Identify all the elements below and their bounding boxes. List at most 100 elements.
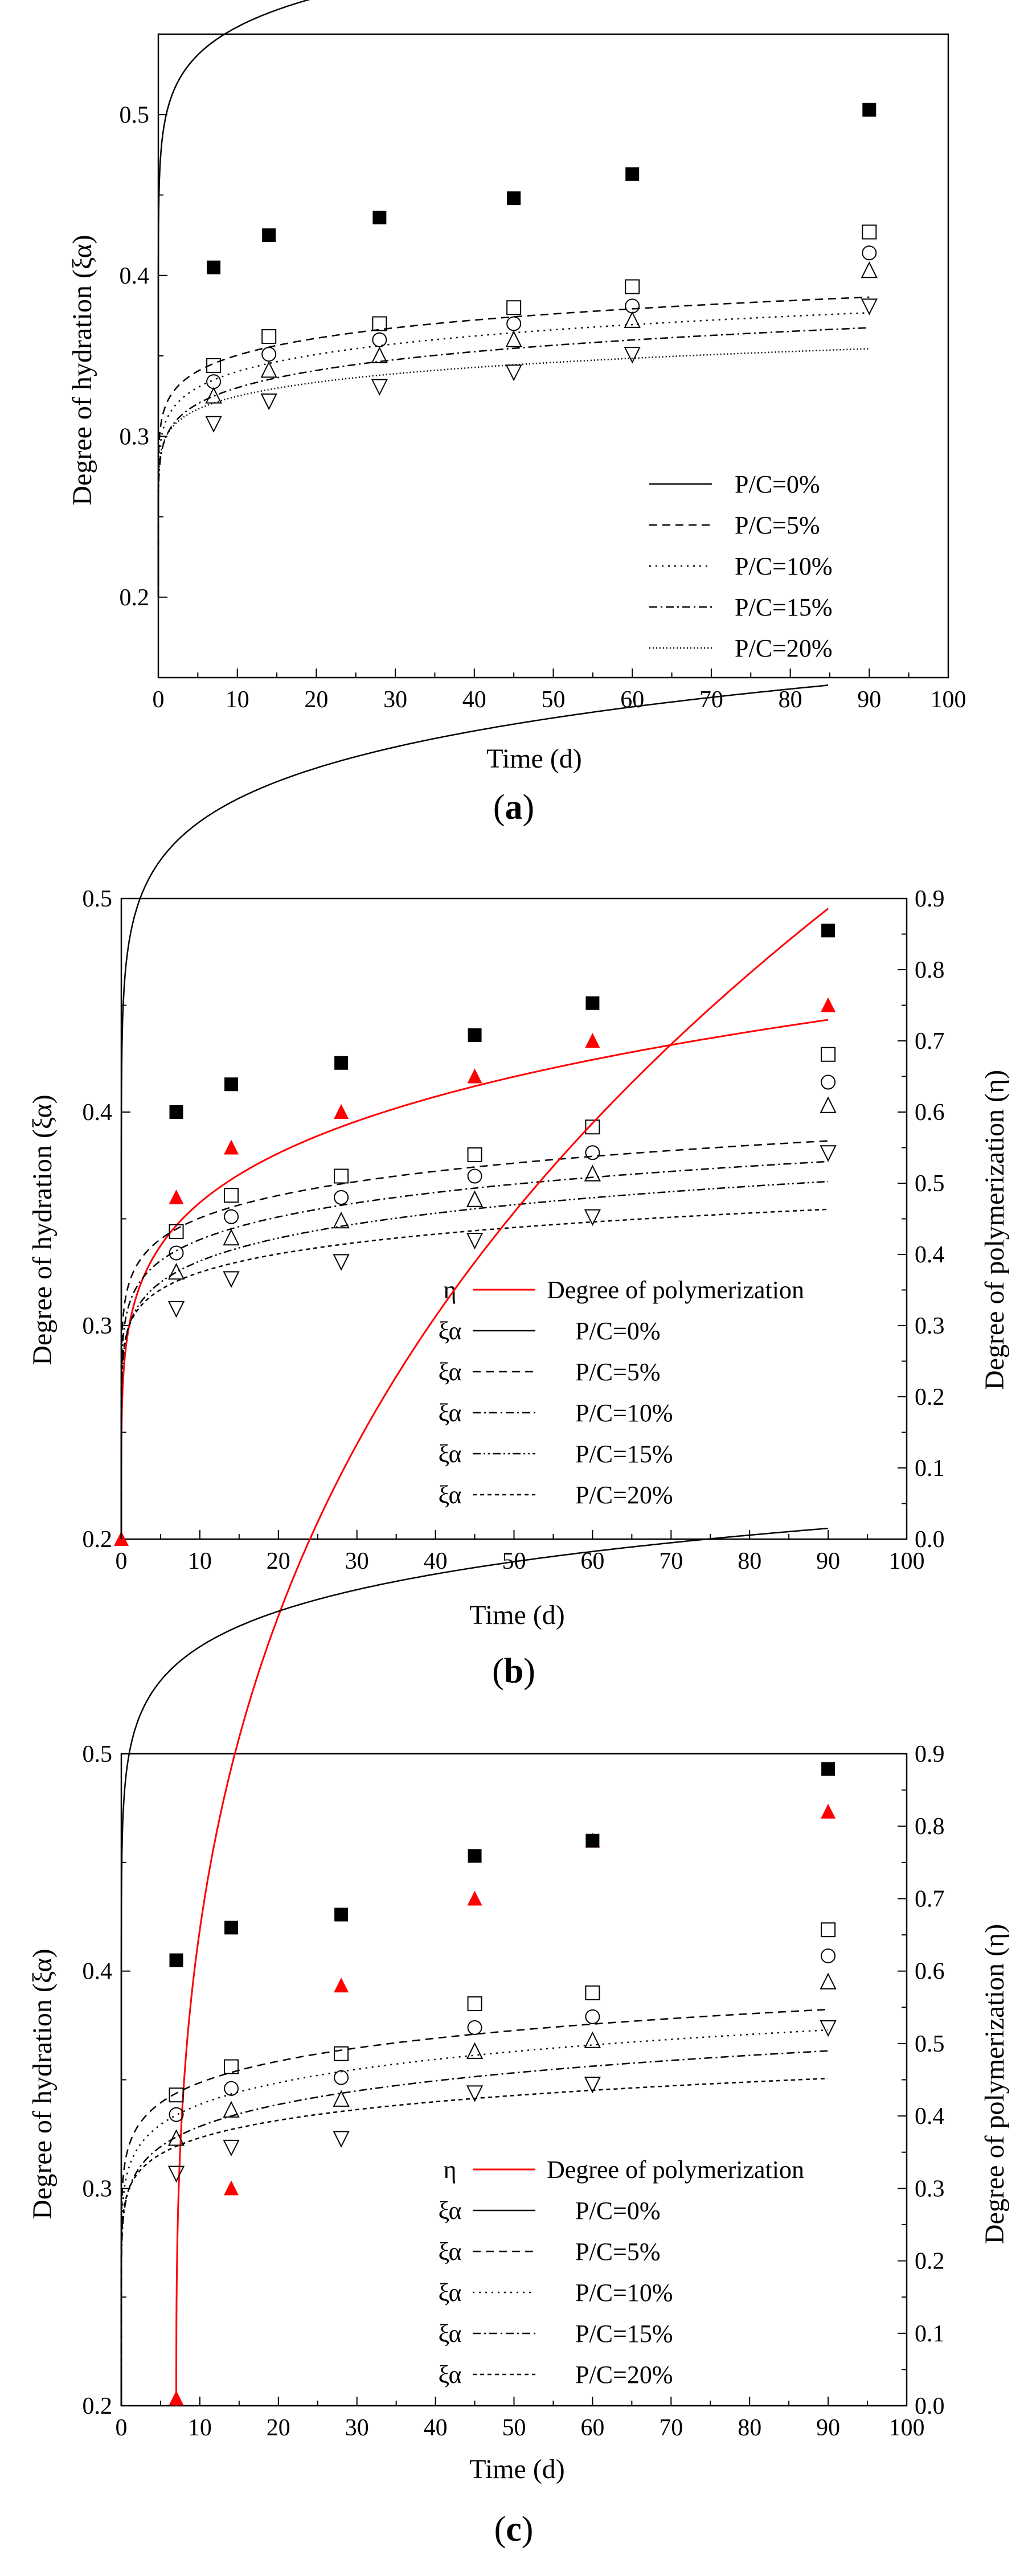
chart-b-legend-symbol-0: η (443, 1276, 456, 1304)
chart-a-xtick-label: 80 (779, 687, 802, 713)
chart-b-legend-label-3: P/C=10% (575, 1399, 673, 1427)
chart-a-ylabel: Degree of hydration (ξα) (67, 235, 97, 505)
chart-a-point-3 (624, 311, 641, 328)
chart-b-point-0 (467, 1068, 482, 1084)
chart-b-legend-label-2: P/C=5% (575, 1358, 661, 1386)
chart-b-legend-symbol-2: ξα (438, 1358, 461, 1386)
chart-a-caption: (a) (493, 788, 534, 827)
chart-a-xtick-label: 40 (462, 687, 486, 713)
chart-panel-c: Degree of hydration (ξα) Degree of polym… (27, 908, 1010, 2549)
chart-c-point-4 (223, 2101, 240, 2118)
chart-a-point-4 (505, 364, 522, 382)
chart-c-point-5 (584, 2077, 601, 2094)
chart-a-ytick-label: 0.4 (120, 263, 150, 289)
chart-c-point-4 (167, 2129, 185, 2146)
chart-b-point-4 (466, 1190, 484, 1207)
chart-c-point-1 (334, 1908, 349, 1922)
chart-a-xtick-label: 0 (153, 687, 165, 713)
chart-c-point-0 (821, 1803, 836, 1819)
chart-a-point-1 (862, 224, 877, 240)
chart-b-legend-label-0: Degree of polymerization (547, 1276, 804, 1304)
chart-b-point-2 (169, 1224, 184, 1239)
chart-a-point-0 (862, 102, 877, 117)
chart-c-xtick-label: 0 (116, 2415, 128, 2441)
chart-b-fit-line-2 (120, 1140, 829, 1539)
chart-b-point-2 (821, 1047, 836, 1062)
chart-c-point-2 (224, 2059, 239, 2074)
chart-b-xtick-label: 70 (659, 1548, 683, 1574)
chart-a-fit-line-0 (157, 0, 310, 597)
chart-b-point-1 (468, 1028, 482, 1042)
chart-b-point-2 (467, 1147, 482, 1162)
chart-c-point-1 (224, 1921, 239, 1935)
chart-c-ytick-label: 0.5 (83, 1741, 113, 1767)
chart-b-xlabel: Time (d) (469, 1600, 565, 1630)
chart-a-xtick-label: 60 (620, 687, 644, 713)
chart-c-xtick-label: 10 (188, 2415, 212, 2441)
chart-b-point-1 (334, 1056, 349, 1070)
chart-b-y2tick-label: 0.3 (915, 1313, 945, 1339)
chart-b-point-4 (223, 1229, 240, 1246)
chart-b-legend-label-5: P/C=20% (575, 1481, 673, 1509)
chart-c-point-4 (820, 1972, 837, 1990)
chart-c-y2tick-label: 0.1 (915, 2321, 945, 2347)
chart-c-point-5 (167, 2165, 185, 2183)
chart-a-point-1 (372, 316, 387, 331)
chart-a-point-4 (205, 416, 222, 433)
chart-c-xtick-label: 40 (424, 2415, 448, 2441)
chart-b-point-0 (224, 1139, 239, 1155)
chart-a-legend-label-3: P/C=15% (735, 593, 833, 621)
chart-b-xtick-label: 80 (738, 1548, 761, 1574)
chart-c-y2tick-label: 0.6 (915, 1959, 945, 1985)
chart-c-fit-line-4 (120, 2050, 829, 2406)
chart-c-xlabel: Time (d) (469, 2454, 565, 2484)
chart-b-ylabel: Degree of hydration (ξα) (27, 1094, 58, 1365)
chart-a-point-2 (506, 316, 522, 331)
chart-c-y2tick-label: 0.9 (915, 1741, 945, 1767)
chart-c-xtick-label: 100 (889, 2415, 925, 2441)
chart-b-point-1 (585, 996, 600, 1010)
chart-b-point-4 (333, 1212, 350, 1229)
chart-b-ytick-label: 0.4 (83, 1100, 113, 1126)
chart-b-point-2 (224, 1188, 239, 1203)
chart-b-point-4 (820, 1096, 837, 1113)
chart-c-point-4 (584, 2031, 601, 2048)
chart-c-point-2 (585, 1985, 600, 2000)
chart-b-point-5 (466, 1233, 484, 1250)
chart-c-point-0 (224, 2180, 239, 2196)
chart-a-point-3 (260, 361, 277, 378)
chart-c-y2tick-label: 0.7 (915, 1886, 945, 1912)
chart-c-point-3 (821, 1948, 836, 1963)
chart-a-xlabel: Time (d) (486, 744, 582, 774)
chart-a-point-3 (371, 346, 388, 363)
chart-a-point-0 (625, 167, 640, 181)
chart-b-ytick-label: 0.2 (83, 1527, 113, 1553)
chart-b-fit-line-1 (120, 684, 829, 1539)
chart-a-point-2 (206, 374, 222, 389)
chart-c-point-0 (467, 1890, 482, 1906)
chart-a-fit-line-3 (157, 327, 870, 597)
chart-b-y2tick-label: 0.0 (915, 1527, 945, 1553)
chart-b-ytick-label: 0.3 (83, 1313, 113, 1339)
chart-c-fit-line-5 (120, 2077, 829, 2406)
chart-a-fit-line-1 (157, 296, 870, 597)
chart-b-point-5 (223, 1271, 240, 1288)
chart-c-xtick-label: 20 (267, 2415, 290, 2441)
chart-b-xtick-label: 30 (345, 1548, 369, 1574)
chart-a-xtick-label: 70 (699, 687, 723, 713)
chart-c-point-1 (821, 1762, 835, 1776)
chart-c-y2tick-label: 0.2 (915, 2249, 945, 2275)
chart-a-point-3 (861, 261, 878, 278)
chart-c-legend-symbol-3: ξα (438, 2279, 461, 2307)
chart-b-caption: (b) (492, 1652, 535, 1691)
chart-c-xtick-label: 50 (502, 2415, 526, 2441)
chart-b-point-4 (584, 1164, 601, 1182)
chart-c-legend-label-1: P/C=0% (575, 2197, 661, 2225)
chart-a-point-3 (205, 387, 222, 404)
chart-c-point-2 (467, 1996, 482, 2011)
chart-a-xtick-label: 50 (542, 687, 566, 713)
chart-b-point-5 (167, 1301, 185, 1318)
chart-b-ytick-label: 0.5 (83, 886, 113, 912)
chart-b-point-3 (224, 1209, 239, 1224)
